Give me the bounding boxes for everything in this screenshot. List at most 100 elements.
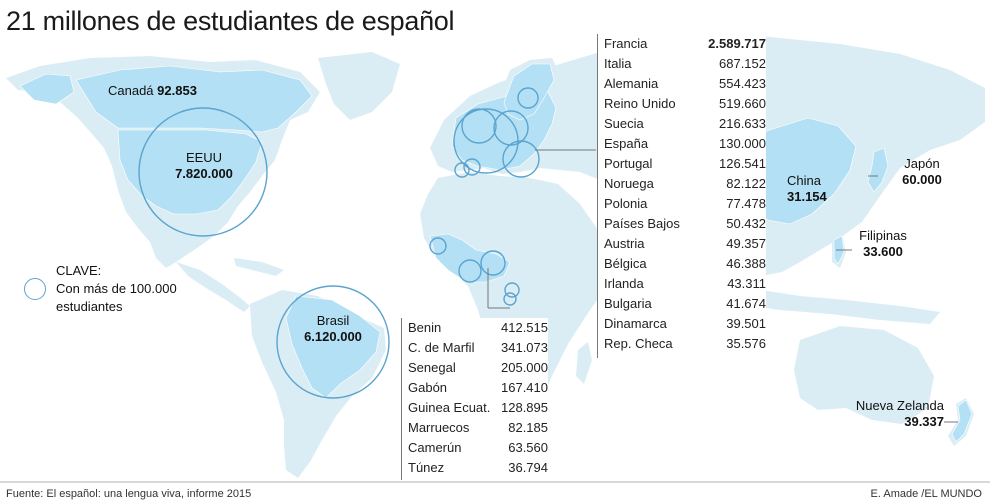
row-value: 554.423 [719,76,766,91]
madagascar-land [576,342,592,384]
table-row: Países Bajos 50.432 [598,214,766,234]
row-value: 412.515 [501,320,548,335]
table-row: Túnez 36.794 [402,458,548,478]
row-country: Benin [408,320,442,335]
label-eeuu-value: 7.820.000 [175,166,233,181]
row-country: Portugal [604,156,653,171]
table-row: Guinea Ecuat. 128.895 [402,398,548,418]
label-china: China 31.154 [787,173,827,205]
label-canada: Canadá 92.853 [108,83,197,99]
table-row: Rep. Checa 35.576 [598,334,766,354]
row-country: Suecia [604,116,644,131]
label-japon-value: 60.000 [902,172,942,187]
africa-table: Benin 412.515 C. de Marfil 341.073 Senegal 20… [401,318,548,480]
row-country: Países Bajos [604,216,680,231]
legend-line-2: estudiantes [56,299,123,314]
row-country: Alemania [604,76,659,91]
label-nueva-zelanda: Nueva Zelanda 39.337 [840,398,944,430]
legend-text: CLAVE: Con más de 100.000 estudiantes [56,262,177,316]
row-country: España [604,136,649,151]
benin-circle [480,250,506,276]
row-country: Túnez [408,460,445,475]
table-row: España 130.000 [598,134,766,154]
label-filipinas-name: Filipinas [859,228,907,243]
row-country: C. de Marfil [408,340,475,355]
espana-circle [463,158,481,176]
label-china-value: 31.154 [787,189,827,204]
usa-highlight [117,129,263,215]
west-africa-highlight [429,233,511,283]
row-value: 130.000 [719,136,766,151]
table-row: C. de Marfil 341.073 [402,338,548,358]
row-value: 341.073 [501,340,548,355]
table-row: Benin 412.515 [402,318,548,338]
label-canada-value: 92.853 [157,83,197,98]
row-country: Marruecos [408,420,470,435]
senegal-circle [429,237,447,255]
table-row: Marruecos 82.185 [402,418,548,438]
table-row: Portugal 126.541 [598,154,766,174]
source-note: Fuente: El español: una lengua viva, inf… [6,488,252,500]
row-value: 46.388 [726,256,766,271]
row-country: Dinamarca [604,316,667,331]
japan-highlight [867,147,889,193]
row-country: Reino Unido [604,96,676,111]
label-filipinas-value: 33.600 [863,244,903,259]
indonesia-land [722,286,940,324]
label-brasil-value: 6.120.000 [304,329,362,344]
brazil-highlight [285,295,381,399]
legend-heading: CLAVE: [56,263,102,278]
map-title: 21 millones de estudiantes de español [6,6,455,36]
alaska-highlight [19,73,75,105]
australia-land [794,326,934,424]
row-value: 82.185 [508,420,548,435]
row-value: 36.794 [508,460,548,475]
row-country: Austria [604,236,645,251]
row-value: 205.000 [501,360,548,375]
table-row: Italia 687.152 [598,54,766,74]
greenland-land [318,52,400,120]
table-row: Suecia 216.633 [598,114,766,134]
gabon-circle [504,282,520,298]
table-row: Dinamarca 39.501 [598,314,766,334]
row-value: 167.410 [501,380,548,395]
label-nueva-zelanda-value: 39.337 [904,414,944,429]
row-value: 2.589.717 [708,36,766,51]
row-value: 77.478 [726,196,766,211]
caribbean-land [234,258,284,276]
row-country: Guinea Ecuat. [408,400,491,415]
credit-note: E. Amade /EL MUNDO [870,488,982,500]
eeuu-circle [138,107,268,237]
legend-circle-icon [24,278,46,300]
row-country: Italia [604,56,632,71]
table-row: Alemania 554.423 [598,74,766,94]
label-canada-name: Canadá [108,83,154,98]
row-value: 49.357 [726,236,766,251]
costa-marfil-circle [458,259,482,283]
label-japon-name: Japón [904,156,940,171]
row-country: Senegal [408,360,456,375]
table-row: Noruega 82.122 [598,174,766,194]
row-country: Gabón [408,380,448,395]
row-country: Rep. Checa [604,336,673,351]
guinea-ecuat-circle [503,292,517,306]
label-china-name: China [787,173,821,188]
row-value: 216.633 [719,116,766,131]
row-country: Bulgaria [604,296,652,311]
row-value: 43.311 [727,276,766,291]
row-country: Noruega [604,176,654,191]
label-nueva-zelanda-name: Nueva Zelanda [855,398,944,413]
europe-table: Francia 2.589.717 Italia 687.152 Alemania 554… [597,34,766,358]
table-row: Senegal 205.000 [402,358,548,378]
table-row: Irlanda 43.311 [598,274,766,294]
row-value: 35.576 [726,336,766,351]
proportional-circles [138,87,540,399]
row-value: 39.501 [726,316,766,331]
label-japon: Japón 60.000 [892,156,952,188]
table-row: Francia 2.589.717 [598,34,766,54]
canada-highlight [75,65,313,133]
table-row: Reino Unido 519.660 [598,94,766,114]
table-row: Polonia 77.478 [598,194,766,214]
label-eeuu-name: EEUU [185,150,223,165]
row-value: 82.122 [726,176,766,191]
